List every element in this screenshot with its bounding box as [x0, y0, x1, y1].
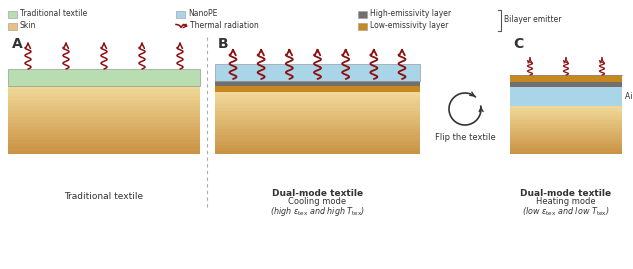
Bar — [8, 147, 200, 151]
Bar — [215, 141, 420, 145]
Bar — [510, 142, 622, 144]
Bar — [8, 103, 200, 107]
Bar — [215, 95, 420, 98]
Bar — [8, 127, 200, 130]
Bar — [510, 108, 622, 111]
Bar — [358, 10, 367, 17]
Text: (high $\varepsilon_{\mathsf{tex}}$ and high $T_{\mathsf{tex}}$): (high $\varepsilon_{\mathsf{tex}}$ and h… — [270, 205, 365, 218]
Bar — [510, 149, 622, 152]
Bar — [215, 135, 420, 139]
Bar — [215, 64, 420, 81]
Text: Heating mode: Heating mode — [536, 197, 596, 206]
Bar — [215, 148, 420, 151]
Bar — [215, 132, 420, 135]
Bar — [215, 123, 420, 126]
Bar — [215, 117, 420, 120]
Bar — [510, 132, 622, 135]
Bar — [215, 98, 420, 101]
Bar — [8, 130, 200, 134]
Bar — [510, 152, 622, 154]
Bar — [510, 144, 622, 147]
Bar — [510, 106, 622, 108]
Bar — [8, 89, 200, 93]
Bar — [215, 145, 420, 148]
Bar — [8, 137, 200, 140]
Text: Traditional textile: Traditional textile — [65, 192, 144, 201]
Bar — [510, 87, 622, 106]
Text: High-emissivity layer: High-emissivity layer — [370, 9, 451, 19]
Text: NanoPE: NanoPE — [188, 9, 217, 19]
Bar — [510, 111, 622, 113]
Text: Dual-mode textile: Dual-mode textile — [520, 189, 611, 198]
Text: Skin: Skin — [20, 22, 36, 30]
Bar — [8, 134, 200, 137]
Bar — [215, 108, 420, 111]
Bar — [8, 151, 200, 154]
Bar — [8, 113, 200, 116]
Bar — [215, 120, 420, 123]
Bar — [215, 86, 420, 92]
Bar — [510, 82, 622, 87]
Text: B: B — [218, 37, 229, 51]
Bar — [8, 10, 17, 17]
Bar — [510, 116, 622, 118]
Bar — [215, 92, 420, 95]
Bar — [215, 104, 420, 108]
Bar — [510, 123, 622, 125]
Bar — [8, 23, 17, 30]
Bar — [510, 75, 622, 82]
Text: (low $\varepsilon_{\mathsf{tex}}$ and low $T_{\mathsf{tex}}$): (low $\varepsilon_{\mathsf{tex}}$ and lo… — [522, 205, 610, 218]
Bar — [215, 151, 420, 154]
Bar — [8, 96, 200, 100]
Text: Bilayer emitter: Bilayer emitter — [504, 16, 561, 24]
Bar — [215, 111, 420, 114]
Bar — [215, 101, 420, 104]
Bar — [8, 93, 200, 96]
Bar — [215, 129, 420, 132]
Bar — [510, 125, 622, 128]
Bar — [215, 81, 420, 86]
Text: Traditional textile: Traditional textile — [20, 9, 87, 19]
Bar — [510, 113, 622, 116]
Text: Cooling mode: Cooling mode — [289, 197, 346, 206]
Bar — [8, 107, 200, 110]
Bar — [8, 144, 200, 147]
Bar — [8, 100, 200, 103]
Bar — [8, 140, 200, 144]
Bar — [510, 137, 622, 140]
Bar — [510, 128, 622, 130]
Bar — [510, 135, 622, 137]
Bar — [215, 139, 420, 141]
Text: Air gap: Air gap — [625, 92, 633, 101]
Bar — [8, 123, 200, 127]
Bar — [510, 118, 622, 121]
Text: Thermal radiation: Thermal radiation — [190, 22, 259, 30]
Bar — [358, 23, 367, 30]
Bar — [510, 140, 622, 142]
Text: A: A — [12, 37, 23, 51]
Bar — [8, 86, 200, 89]
Bar — [8, 120, 200, 123]
Bar — [8, 116, 200, 120]
Bar — [176, 10, 185, 17]
Bar — [8, 69, 200, 86]
Text: Dual-mode textile: Dual-mode textile — [272, 189, 363, 198]
Bar — [510, 121, 622, 123]
Bar — [215, 126, 420, 129]
Bar — [8, 110, 200, 113]
Text: Flip the textile: Flip the textile — [435, 133, 496, 142]
Text: Low-emissivity layer: Low-emissivity layer — [370, 22, 448, 30]
Bar — [510, 130, 622, 132]
Text: C: C — [513, 37, 523, 51]
Bar — [510, 147, 622, 149]
Bar — [215, 114, 420, 117]
